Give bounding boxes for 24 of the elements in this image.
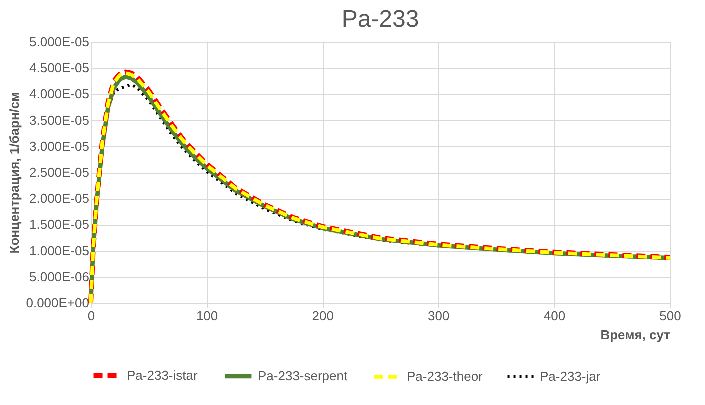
y-tick-label: 5.000E-06 bbox=[30, 269, 90, 284]
y-tick-label: 2.000E-05 bbox=[30, 191, 90, 206]
y-axis-title: Концентрация, 1/барн/см bbox=[7, 92, 22, 254]
y-tick-label: 5.000E-05 bbox=[30, 34, 90, 50]
legend-label: Pa-233-istar bbox=[127, 368, 198, 383]
x-tick-label: 0 bbox=[88, 308, 96, 324]
y-tick-label: 3.000E-05 bbox=[30, 138, 90, 154]
legend-label: Pa-233-jar bbox=[540, 369, 602, 384]
x-tick-label: 500 bbox=[660, 308, 682, 324]
x-axis-title: Время, сут bbox=[600, 328, 670, 342]
y-tick-label: 1.500E-05 bbox=[30, 217, 90, 232]
y-tick-label: 3.500E-05 bbox=[30, 112, 90, 128]
y-tick-label: 2.500E-05 bbox=[30, 165, 90, 180]
y-tick-label: 4.500E-05 bbox=[30, 60, 90, 76]
y-tick-label: 4.000E-05 bbox=[30, 86, 90, 102]
legend-label: Pa-233-theor bbox=[407, 369, 484, 384]
x-tick-label: 100 bbox=[196, 308, 218, 324]
chart-title: Pa-233 bbox=[342, 6, 420, 33]
y-tick-label: 0.000E+00 bbox=[26, 296, 90, 310]
x-tick-label: 300 bbox=[428, 308, 450, 324]
legend-label: Pa-233-serpent bbox=[258, 368, 348, 384]
x-tick-label: 400 bbox=[544, 308, 566, 324]
y-tick-label: 1.000E-05 bbox=[30, 243, 90, 258]
x-tick-label: 200 bbox=[312, 308, 334, 324]
